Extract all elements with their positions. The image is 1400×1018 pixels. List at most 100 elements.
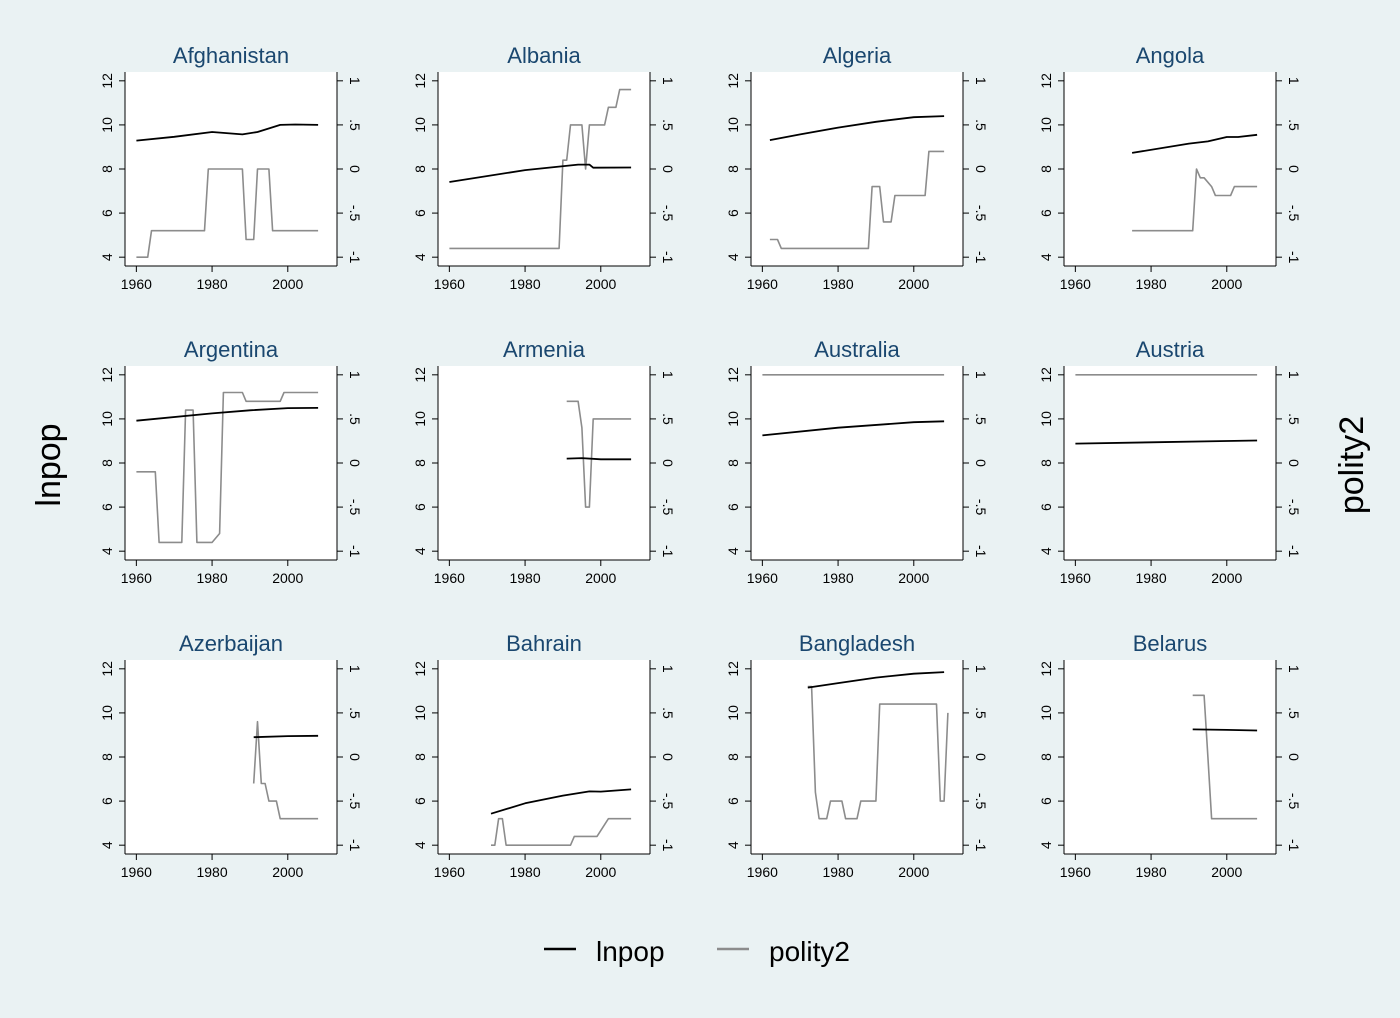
left-y-tick-label: 10 <box>1038 411 1054 427</box>
x-tick-label: 1960 <box>747 864 778 880</box>
x-tick-label: 2000 <box>898 864 929 880</box>
right-y-tick-label: 1 <box>347 665 363 673</box>
panel-title: Argentina <box>184 337 279 362</box>
plot-area <box>751 72 963 266</box>
panel-title: Belarus <box>1133 631 1208 656</box>
x-tick-label: 2000 <box>1211 276 1242 292</box>
lnpop-line <box>1192 728 1258 732</box>
panel-title: Algeria <box>823 43 892 68</box>
left-y-tick-label: 10 <box>99 117 115 133</box>
left-y-tick-label: 10 <box>725 411 741 427</box>
plot-area <box>751 366 963 560</box>
left-y-tick-label: 10 <box>412 117 428 133</box>
x-tick-label: 1980 <box>196 570 227 586</box>
x-tick-label: 1960 <box>121 276 152 292</box>
left-y-tick-label: 6 <box>99 503 115 511</box>
right-y-tick-label: 1 <box>1286 77 1302 85</box>
left-y-tick-label: 4 <box>1038 253 1054 261</box>
right-y-tick-label: 0 <box>973 459 989 467</box>
right-y-tick-label: 0 <box>1286 459 1302 467</box>
panel-armenia: Armenia 1960 1980 2000 4 6 8 10 12 -1 -.5 0 .5 1 <box>412 337 676 586</box>
x-tick-label: 1980 <box>196 864 227 880</box>
panel-azerbaijan: Azerbaijan 1960 1980 2000 4 6 8 10 12 -1 -.5 0 .5 1 <box>99 631 363 880</box>
plot-area <box>125 366 337 560</box>
right-y-tick-label: 1 <box>973 371 989 379</box>
right-y-tick-label: -.5 <box>973 499 989 516</box>
left-y-tick-label: 10 <box>412 705 428 721</box>
lnpop-line <box>136 407 319 422</box>
polity2-line <box>252 720 319 820</box>
x-tick-label: 2000 <box>585 276 616 292</box>
right-y-tick-label: 1 <box>347 371 363 379</box>
left-y-tick-label: 8 <box>725 753 741 761</box>
panel-algeria: Algeria 1960 1980 2000 4 6 8 10 12 -1 -.5 0 .5 1 <box>725 43 989 292</box>
left-y-tick-label: 12 <box>1038 367 1054 383</box>
right-y-tick-label: .5 <box>660 413 676 425</box>
right-y-tick-label: .5 <box>347 119 363 131</box>
panel-angola: Angola 1960 1980 2000 4 6 8 10 12 -1 -.5 0 .5 1 <box>1038 43 1302 292</box>
right-y-tick-label: -1 <box>973 545 989 558</box>
right-y-tick-label: .5 <box>973 413 989 425</box>
panel-title: Armenia <box>503 337 586 362</box>
left-y-tick-label: 6 <box>725 209 741 217</box>
left-y-tick-label: 8 <box>99 459 115 467</box>
left-y-tick-label: 12 <box>99 73 115 89</box>
left-y-tick-label: 6 <box>1038 209 1054 217</box>
left-y-tick-label: 6 <box>412 503 428 511</box>
lnpop-line <box>136 123 319 142</box>
left-y-tick-label: 4 <box>412 841 428 849</box>
left-y-tick-label: 10 <box>99 705 115 721</box>
panel-title: Angola <box>1136 43 1205 68</box>
right-y-tick-label: .5 <box>1286 413 1302 425</box>
right-y-tick-label: -1 <box>660 251 676 264</box>
right-y-tick-label: 1 <box>1286 665 1302 673</box>
left-y-tick-label: 8 <box>1038 753 1054 761</box>
right-y-tick-label: -1 <box>1286 545 1302 558</box>
right-y-tick-label: 0 <box>973 753 989 761</box>
x-tick-label: 2000 <box>1211 864 1242 880</box>
right-y-tick-label: 1 <box>1286 371 1302 379</box>
left-y-tick-label: 8 <box>412 753 428 761</box>
right-y-tick-label: 1 <box>660 77 676 85</box>
x-tick-label: 2000 <box>272 570 303 586</box>
left-y-tick-label: 6 <box>1038 797 1054 805</box>
legend: lnpop polity2 <box>544 936 850 967</box>
plot-area <box>1064 660 1276 854</box>
panel-belarus: Belarus 1960 1980 2000 4 6 8 10 12 -1 -.5 0 .5 1 <box>1038 631 1302 880</box>
right-y-tick-label: .5 <box>347 413 363 425</box>
x-tick-label: 1980 <box>1135 864 1166 880</box>
right-y-tick-label: 0 <box>660 753 676 761</box>
left-y-tick-label: 8 <box>1038 165 1054 173</box>
left-y-tick-label: 4 <box>725 841 741 849</box>
left-y-tick-label: 12 <box>725 661 741 677</box>
left-y-tick-label: 12 <box>1038 73 1054 89</box>
right-y-tick-label: -.5 <box>347 205 363 222</box>
plot-area <box>751 660 963 854</box>
right-y-tick-label: -1 <box>973 251 989 264</box>
panel-argentina: Argentina 1960 1980 2000 4 6 8 10 12 -1 -.5 0 .5 1 <box>99 337 363 586</box>
lnpop-line <box>490 788 632 815</box>
right-y-tick-label: -.5 <box>1286 205 1302 222</box>
left-y-tick-label: 4 <box>725 547 741 555</box>
panel-title: Austria <box>1136 337 1205 362</box>
right-y-tick-label: 1 <box>973 77 989 85</box>
x-tick-label: 1960 <box>121 570 152 586</box>
x-tick-label: 1960 <box>747 570 778 586</box>
panel-title: Azerbaijan <box>179 631 283 656</box>
right-y-tick-label: -.5 <box>347 793 363 810</box>
left-y-tick-label: 6 <box>412 209 428 217</box>
panel-australia: Australia 1960 1980 2000 4 6 8 10 12 -1 -.5 0 .5 1 <box>725 337 989 586</box>
x-tick-label: 2000 <box>272 864 303 880</box>
left-y-tick-label: 4 <box>1038 547 1054 555</box>
right-y-tick-label: -1 <box>1286 251 1302 264</box>
left-y-tick-label: 6 <box>99 209 115 217</box>
lnpop-line <box>807 671 945 689</box>
right-y-tick-label: 0 <box>1286 753 1302 761</box>
plot-area <box>438 366 650 560</box>
panel-albania: Albania 1960 1980 2000 4 6 8 10 12 -1 -.5 0 .5 1 <box>412 43 676 292</box>
plot-area <box>1064 72 1276 266</box>
x-tick-label: 1980 <box>1135 276 1166 292</box>
left-y-tick-label: 6 <box>412 797 428 805</box>
right-y-tick-label: .5 <box>973 707 989 719</box>
